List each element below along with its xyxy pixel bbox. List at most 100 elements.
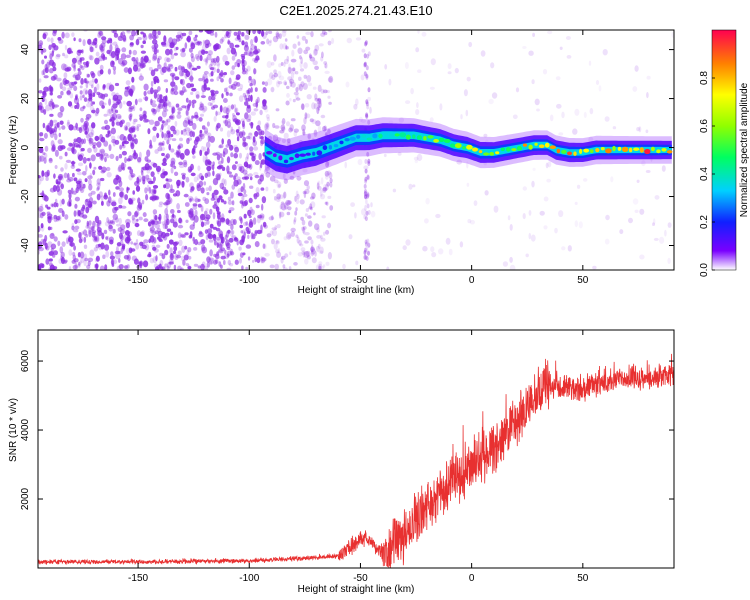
noise-point bbox=[367, 51, 371, 57]
noise-point bbox=[53, 215, 58, 223]
noise-point bbox=[38, 225, 41, 233]
noise-point bbox=[327, 170, 331, 176]
noise-point bbox=[44, 67, 49, 74]
noise-point bbox=[66, 90, 71, 96]
noise-point bbox=[241, 32, 245, 37]
noise-point bbox=[85, 81, 89, 89]
noise-point bbox=[144, 96, 148, 102]
noise-point bbox=[170, 157, 176, 165]
noise-point bbox=[53, 173, 56, 179]
noise-point bbox=[229, 230, 234, 237]
noise-point bbox=[412, 184, 416, 188]
noise-point bbox=[303, 74, 308, 79]
noise-point bbox=[234, 237, 238, 241]
noise-point bbox=[488, 98, 494, 105]
noise-point bbox=[55, 198, 58, 204]
noise-point bbox=[276, 193, 281, 200]
noise-point bbox=[103, 152, 109, 157]
noise-point bbox=[191, 99, 197, 104]
noise-point bbox=[363, 247, 367, 253]
noise-point bbox=[79, 208, 85, 215]
noise-point bbox=[292, 69, 296, 75]
noise-point bbox=[326, 181, 330, 187]
signal-point bbox=[378, 133, 383, 139]
noise-point bbox=[174, 120, 178, 127]
noise-point bbox=[173, 165, 177, 170]
noise-point bbox=[155, 267, 160, 270]
noise-point bbox=[358, 116, 363, 122]
noise-point bbox=[90, 225, 94, 233]
noise-point bbox=[218, 195, 223, 200]
noise-point bbox=[208, 185, 212, 192]
noise-point bbox=[231, 235, 237, 239]
noise-point bbox=[227, 219, 232, 227]
noise-point bbox=[306, 255, 311, 260]
noise-point bbox=[363, 61, 367, 67]
noise-point bbox=[250, 232, 254, 240]
noise-point bbox=[605, 214, 610, 221]
noise-point bbox=[360, 74, 365, 81]
noise-point bbox=[170, 88, 176, 95]
noise-point bbox=[309, 246, 316, 252]
noise-point bbox=[416, 102, 419, 109]
noise-point bbox=[219, 105, 223, 113]
noise-point bbox=[148, 119, 155, 125]
noise-point bbox=[364, 189, 367, 194]
noise-point bbox=[361, 208, 367, 216]
noise-point bbox=[73, 138, 78, 143]
noise-point bbox=[126, 100, 132, 107]
noise-point bbox=[323, 184, 327, 191]
noise-point bbox=[364, 239, 368, 245]
noise-point bbox=[151, 103, 157, 108]
noise-point bbox=[175, 46, 179, 51]
noise-point bbox=[468, 41, 473, 48]
noise-point bbox=[295, 94, 299, 99]
noise-point bbox=[119, 240, 124, 245]
noise-point bbox=[447, 63, 452, 70]
noise-point bbox=[301, 124, 306, 132]
noise-point bbox=[295, 190, 299, 198]
noise-point bbox=[258, 153, 262, 161]
noise-point bbox=[384, 64, 388, 70]
noise-point bbox=[73, 229, 79, 233]
noise-point bbox=[307, 133, 312, 140]
noise-point bbox=[285, 46, 289, 50]
noise-point bbox=[83, 63, 90, 68]
noise-point bbox=[307, 134, 311, 139]
noise-point bbox=[96, 178, 101, 185]
noise-point bbox=[282, 43, 288, 50]
noise-point bbox=[258, 131, 262, 135]
noise-point bbox=[176, 183, 180, 189]
noise-point bbox=[212, 152, 218, 156]
noise-point bbox=[140, 56, 144, 64]
noise-point bbox=[142, 40, 146, 44]
signal-point bbox=[438, 137, 445, 142]
noise-point bbox=[197, 265, 202, 269]
noise-point bbox=[74, 76, 79, 81]
noise-point bbox=[83, 120, 89, 128]
noise-point bbox=[305, 250, 311, 257]
noise-point bbox=[269, 39, 272, 43]
y-tick-label: 4000 bbox=[20, 418, 31, 441]
noise-point bbox=[99, 265, 105, 270]
noise-point bbox=[234, 37, 240, 42]
noise-point bbox=[94, 264, 98, 269]
noise-point bbox=[205, 56, 209, 64]
noise-point bbox=[48, 158, 53, 164]
noise-point bbox=[280, 255, 286, 260]
noise-point bbox=[141, 170, 144, 176]
noise-point bbox=[220, 247, 226, 252]
noise-point bbox=[140, 166, 144, 173]
noise-point bbox=[320, 237, 326, 242]
noise-point bbox=[327, 40, 332, 46]
noise-point bbox=[509, 256, 513, 263]
noise-point bbox=[38, 44, 43, 50]
noise-point bbox=[66, 121, 71, 128]
noise-point bbox=[261, 196, 267, 204]
noise-point bbox=[64, 79, 70, 84]
noise-point bbox=[268, 40, 272, 47]
noise-point bbox=[115, 246, 119, 254]
noise-point bbox=[82, 214, 88, 219]
noise-point bbox=[127, 211, 132, 217]
